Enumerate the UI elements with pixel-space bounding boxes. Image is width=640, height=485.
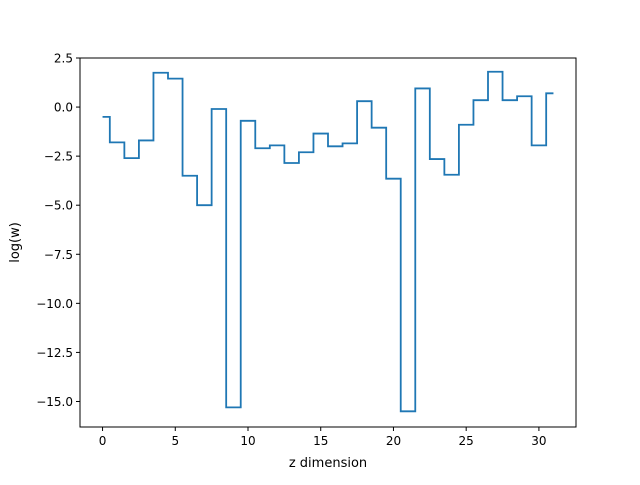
x-axis-label: z dimension bbox=[289, 456, 367, 471]
y-axis: 2.5 0.0 −2.5 −5.0 −7.5 −10.0 −12.5 −15.0 bbox=[36, 52, 80, 409]
x-tick-label: 30 bbox=[531, 434, 546, 448]
axes-frame bbox=[79, 57, 577, 428]
y-tick-label: −7.5 bbox=[44, 248, 73, 262]
y-tick-label: −10.0 bbox=[36, 297, 73, 311]
x-tick-label: 0 bbox=[99, 434, 107, 448]
y-axis-label: log(w) bbox=[8, 222, 23, 263]
x-tick-label: 5 bbox=[171, 434, 179, 448]
y-tick-label: 0.0 bbox=[54, 101, 73, 115]
plot-area bbox=[102, 70, 554, 413]
y-tick-label: −2.5 bbox=[44, 150, 73, 164]
series-line-0 bbox=[102, 70, 554, 413]
y-tick-label: −12.5 bbox=[36, 346, 73, 360]
y-tick-label: −15.0 bbox=[36, 395, 73, 409]
x-tick-label: 15 bbox=[313, 434, 328, 448]
x-tick-label: 25 bbox=[459, 434, 474, 448]
x-axis: 0 5 10 15 20 25 30 bbox=[99, 427, 547, 448]
y-tick-label: −5.0 bbox=[44, 199, 73, 213]
x-tick-label: 20 bbox=[386, 434, 401, 448]
x-tick-label: 10 bbox=[240, 434, 255, 448]
y-tick-label: 2.5 bbox=[54, 52, 73, 66]
